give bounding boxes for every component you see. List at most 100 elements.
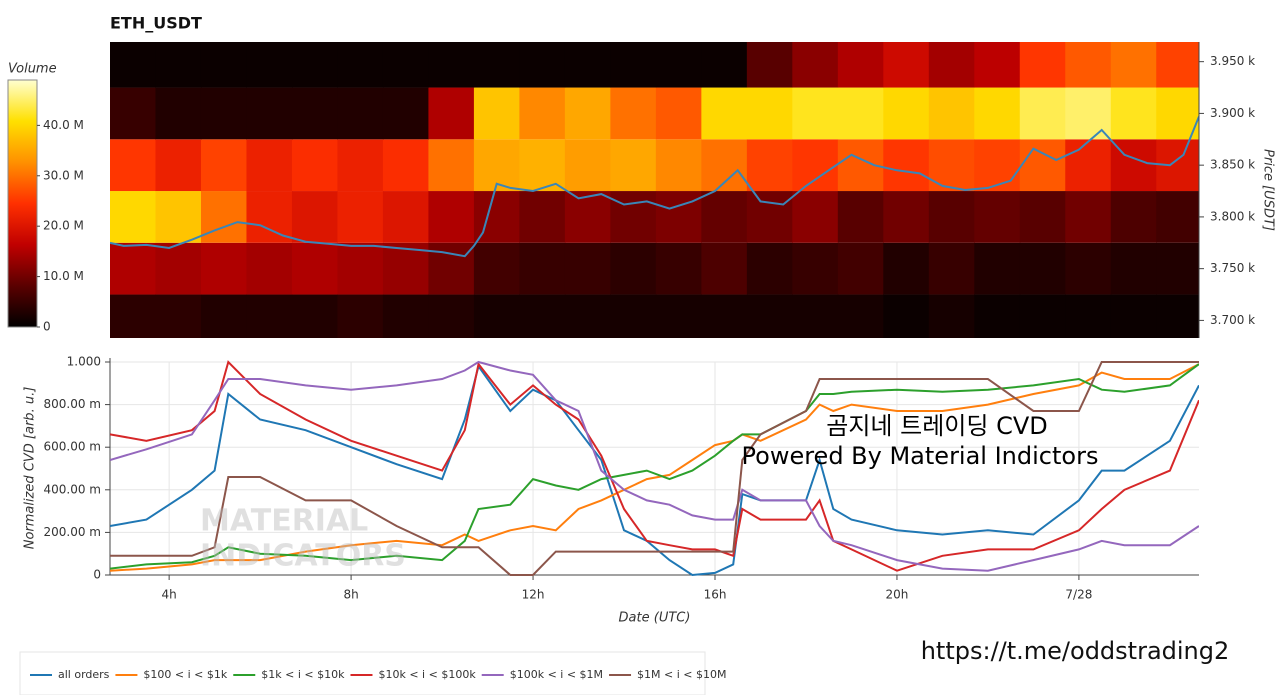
annotation: INDICATORS	[200, 539, 406, 574]
heat-cell	[1110, 87, 1157, 140]
heat-cell	[110, 294, 156, 338]
heat-cell	[200, 294, 247, 338]
heat-cell	[337, 294, 384, 338]
heat-cell	[246, 294, 293, 338]
heat-cell	[837, 242, 884, 295]
heat-cell	[837, 87, 884, 140]
heat-cell	[883, 139, 930, 192]
heat-cell	[746, 242, 793, 295]
heat-cell	[928, 242, 975, 295]
heat-cell	[1019, 294, 1066, 338]
heat-cell	[382, 42, 429, 88]
heat-cell	[110, 242, 156, 295]
cvd-line	[110, 360, 1199, 572]
heat-cell	[155, 42, 202, 88]
heat-cell	[1156, 42, 1199, 88]
y-axis-label: Normalized CVD [arb. u.]	[23, 387, 38, 550]
legend-label: $1k < i < $10k	[261, 668, 345, 681]
annotation: Powered By Material Indictors	[742, 442, 1099, 470]
x-tick-label: 16h	[704, 588, 727, 602]
heat-cell	[246, 242, 293, 295]
legend-label: $100k < i < $1M	[510, 668, 603, 681]
cvd-line	[110, 361, 1199, 576]
heat-cell	[974, 191, 1021, 243]
heat-cell	[610, 87, 657, 140]
lines	[110, 360, 1199, 577]
heat-cell	[519, 242, 566, 295]
heat-cell	[155, 242, 202, 295]
heat-cell	[883, 87, 930, 140]
heat-cell	[337, 87, 384, 140]
heat-cell	[564, 294, 611, 338]
heat-cell	[655, 42, 702, 88]
legend-box	[19, 651, 706, 695]
heat-cell	[1019, 42, 1066, 88]
heat-cell	[337, 139, 384, 192]
y-tick-label: 3.850 k	[1210, 158, 1255, 172]
heat-cell	[155, 294, 202, 338]
heat-cell	[883, 191, 930, 243]
heat-cell	[564, 42, 611, 88]
heat-cell	[1110, 242, 1157, 295]
colorbar-tick-label: 0	[43, 320, 51, 334]
y-tick-label: 600.00 m	[44, 440, 102, 454]
heat-cell	[610, 294, 657, 338]
heat-cell	[1156, 294, 1199, 338]
heat-cell	[564, 87, 611, 140]
y-tick-label: 800.00 m	[44, 397, 102, 411]
cvd-line	[110, 363, 1199, 570]
heat-cell	[382, 242, 429, 295]
heat-cell	[792, 242, 839, 295]
heat-cell	[110, 139, 156, 192]
heat-cell	[428, 191, 475, 243]
heat-cell	[246, 87, 293, 140]
heat-cell	[1065, 191, 1112, 243]
heat-cell	[655, 191, 702, 243]
heat-cell	[200, 191, 247, 243]
heat-cell	[428, 139, 475, 192]
heat-cell	[473, 139, 520, 192]
heat-cell	[792, 87, 839, 140]
heat-cell	[1019, 191, 1066, 243]
heat-cell	[974, 87, 1021, 140]
heat-cell	[473, 42, 520, 88]
heat-cell	[655, 242, 702, 295]
heat-cell	[701, 42, 748, 88]
heat-cell	[155, 191, 202, 243]
heat-cell	[1156, 242, 1199, 295]
x-tick-label: 12h	[522, 588, 545, 602]
heat-cell	[519, 87, 566, 140]
heat-cell	[746, 294, 793, 338]
heat-cell	[110, 87, 156, 140]
heat-cell	[701, 191, 748, 243]
heat-cell	[337, 242, 384, 295]
heat-cell	[200, 42, 247, 88]
heat-cell	[564, 242, 611, 295]
heat-cell	[564, 139, 611, 192]
heat-cell	[928, 191, 975, 243]
cvd-line	[110, 363, 1199, 572]
heat-cell	[883, 42, 930, 88]
heat-cell	[291, 42, 338, 88]
heat-cell	[428, 42, 475, 88]
legend-label: $1M < i < $10M	[637, 668, 726, 681]
heat-cell	[792, 139, 839, 192]
price-line	[110, 116, 1199, 258]
heat-cell	[519, 294, 566, 338]
y-tick-label: 3.750 k	[1210, 261, 1255, 275]
heat-cell	[610, 42, 657, 88]
heat-cell	[610, 242, 657, 295]
colorbar-tick-label: 20.0 M	[43, 219, 84, 233]
heat-cell	[701, 87, 748, 140]
heat-cell	[1019, 139, 1066, 192]
heat-cell	[200, 242, 247, 295]
heat-cell	[792, 42, 839, 88]
heat-cell	[155, 87, 202, 140]
heat-cell	[200, 139, 247, 192]
heat-cell	[610, 139, 657, 192]
colorbar	[7, 79, 38, 328]
heat-cell	[1110, 191, 1157, 243]
heat-cell	[519, 139, 566, 192]
cvd-line	[110, 363, 1199, 577]
heat-cell	[1065, 294, 1112, 338]
